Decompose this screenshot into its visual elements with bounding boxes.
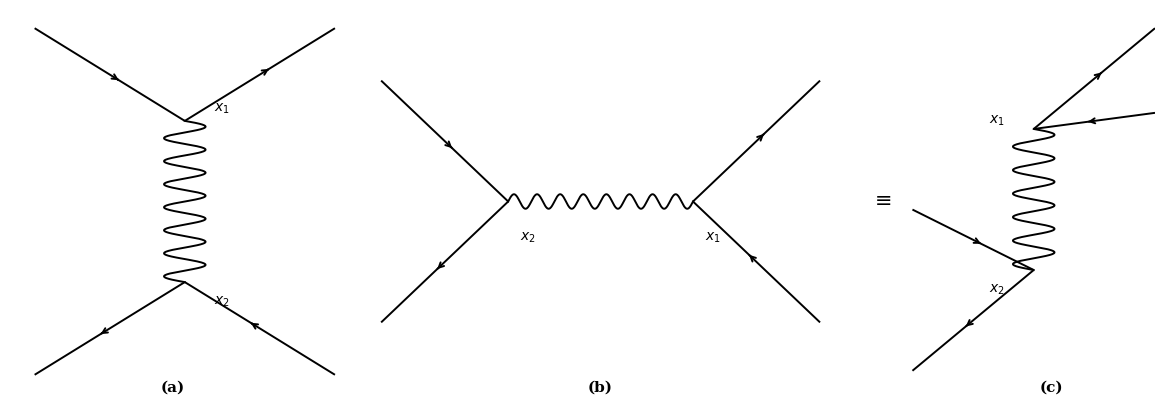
Text: ≡: ≡: [874, 192, 893, 211]
Text: $x_1$: $x_1$: [214, 102, 230, 116]
Text: $x_2$: $x_2$: [214, 295, 230, 310]
Text: $x_1$: $x_1$: [705, 231, 721, 245]
Text: $x_2$: $x_2$: [989, 283, 1005, 297]
Text: $x_1$: $x_1$: [989, 114, 1005, 128]
Text: $x_2$: $x_2$: [520, 231, 536, 245]
Text: (a): (a): [162, 381, 185, 395]
Text: (b): (b): [588, 381, 613, 395]
Text: (c): (c): [1040, 381, 1063, 395]
